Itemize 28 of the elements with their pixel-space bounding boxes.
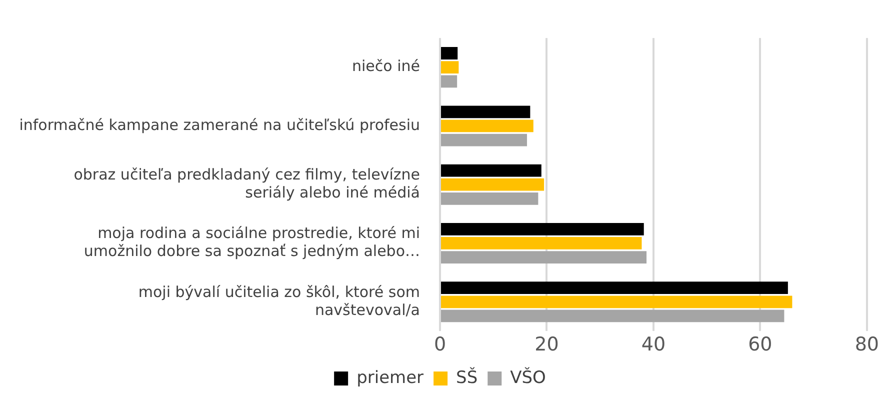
y-tick-label: moja rodina a sociálne prostredie, ktoré mi umožnilo dobre sa spoznať s jedným alebo… xyxy=(84,224,420,260)
bar xyxy=(441,61,459,74)
bar xyxy=(441,251,647,264)
bar xyxy=(441,47,458,60)
x-tick-label: 20 xyxy=(534,334,559,356)
y-tick-label: informačné kampane zamerané na učiteľskú profesiu xyxy=(19,116,420,134)
bar xyxy=(441,296,792,308)
bar xyxy=(441,134,527,146)
x-tick-label: 60 xyxy=(748,334,772,356)
bar xyxy=(441,192,538,205)
legend-label: VŠO xyxy=(510,366,546,388)
x-tick-label: 0 xyxy=(434,334,446,356)
bar xyxy=(441,164,542,177)
bar xyxy=(441,178,544,191)
bar xyxy=(441,282,788,294)
bar xyxy=(441,237,642,250)
y-tick-label: niečo iné xyxy=(352,57,420,76)
bar xyxy=(441,75,458,88)
x-tick-label: 40 xyxy=(641,334,666,356)
legend-label: SŠ xyxy=(456,366,478,388)
y-tick-label: obraz učiteľa predkladaný cez filmy, televízne seriály alebo iné médiá xyxy=(74,165,420,202)
bar xyxy=(441,106,530,118)
bar xyxy=(441,222,644,236)
legend-label: priemer xyxy=(356,368,424,388)
bar xyxy=(441,120,534,132)
bar xyxy=(441,310,784,322)
y-tick-label: moji bývalí učitelia zo škôl, ktoré som navštevoval/a xyxy=(138,282,420,319)
x-tick-label: 80 xyxy=(854,334,880,356)
